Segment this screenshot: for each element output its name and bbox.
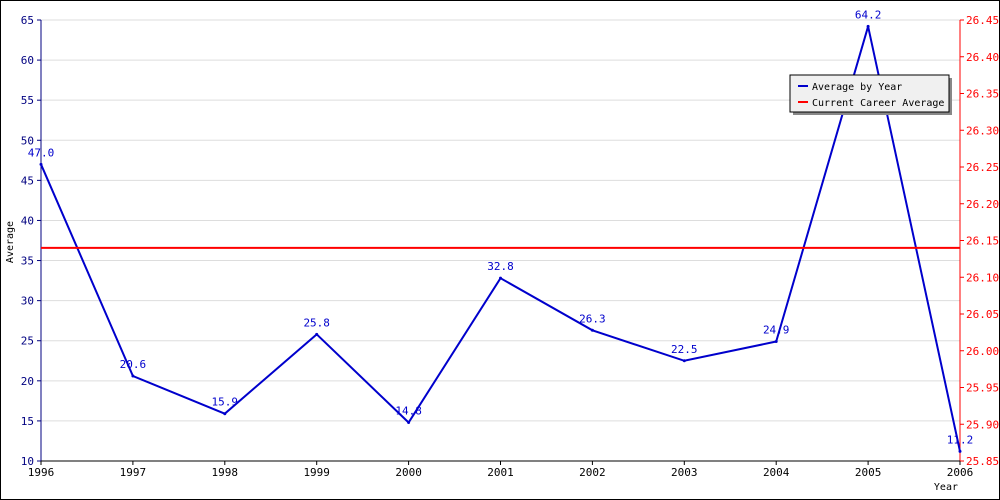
data-label: 15.9 [212, 396, 239, 409]
x-tick-label: 2004 [763, 466, 790, 479]
data-label: 25.8 [303, 316, 330, 329]
data-label: 64.2 [855, 8, 882, 21]
y-tick-label: 15 [21, 415, 34, 428]
y-tick-label: 40 [21, 214, 34, 227]
y-tick-label: 50 [21, 134, 34, 147]
y-tick-label: 25 [21, 335, 34, 348]
x-tick-label: 2000 [395, 466, 422, 479]
x-tick-label: 1996 [28, 466, 55, 479]
y2-tick-label: 26.20 [966, 198, 999, 211]
y-tick-label: 45 [21, 174, 34, 187]
y2-tick-label: 26.35 [966, 88, 999, 101]
x-tick-label: 2006 [947, 466, 974, 479]
data-labels: 47.0 20.6 15.9 25.8 14.8 32.8 26.3 22.5 24.9 64.2… [28, 8, 974, 446]
x-tick-label: 1998 [212, 466, 239, 479]
x-tick-label: 2002 [579, 466, 606, 479]
y2-tick-label: 26.25 [966, 161, 999, 174]
y-tick-label: 35 [21, 255, 34, 268]
y2-tick-label: 26.45 [966, 14, 999, 27]
y-tick-label: 30 [21, 295, 34, 308]
y2-tick-label: 26.10 [966, 271, 999, 284]
data-label: 47.0 [28, 146, 55, 159]
x-tick-label: 1997 [120, 466, 147, 479]
y2-tick-label: 26.30 [966, 124, 999, 137]
data-point [774, 340, 778, 344]
x-tick-label: 2001 [487, 466, 514, 479]
y-tick-label: 65 [21, 14, 34, 27]
legend-entry: Current Career Average [812, 98, 944, 109]
legend: Average by Year Current Career Average [789, 74, 952, 115]
data-label: 14.8 [395, 405, 422, 418]
y-tick-label: 20 [21, 375, 34, 388]
x-tick-label: 1999 [303, 466, 330, 479]
legend-entry: Average by Year [812, 82, 902, 93]
y2-tick-label: 25.90 [966, 418, 999, 431]
data-label: 24.9 [763, 324, 790, 337]
y-tick-label: 10 [21, 455, 34, 468]
y2-tick-label: 26.40 [966, 51, 999, 64]
y2-tick-label: 25.85 [966, 455, 999, 468]
data-label: 26.3 [579, 312, 606, 325]
data-point [499, 276, 502, 280]
x-tick-label: 2003 [671, 466, 698, 479]
legend-box [789, 74, 950, 113]
axes: 10 15 20 25 30 35 40 45 50 55 60 65 25.85 25.90 25.95 2… [21, 14, 999, 479]
data-point [39, 162, 43, 166]
data-point [682, 359, 686, 363]
data-label: 20.6 [120, 358, 147, 371]
y-axis-title: Average [5, 221, 16, 263]
data-point [407, 421, 411, 425]
y2-tick-label: 25.95 [966, 382, 999, 395]
data-point [223, 412, 227, 416]
x-tick-label: 2005 [855, 466, 882, 479]
y2-tick-label: 26.15 [966, 235, 999, 248]
y2-tick-label: 26.00 [966, 345, 999, 358]
data-point [866, 24, 870, 28]
data-label: 22.5 [671, 343, 698, 356]
data-point [131, 374, 135, 378]
data-point [958, 449, 962, 453]
y2-tick-label: 26.05 [966, 308, 999, 321]
data-label: 11.2 [947, 433, 974, 446]
data-label: 32.8 [487, 260, 514, 273]
y-tick-label: 55 [21, 94, 34, 107]
data-point [590, 328, 594, 332]
y-tick-label: 60 [21, 54, 34, 67]
x-axis-title: Year [934, 482, 958, 493]
series [39, 24, 962, 453]
data-point [315, 332, 319, 336]
